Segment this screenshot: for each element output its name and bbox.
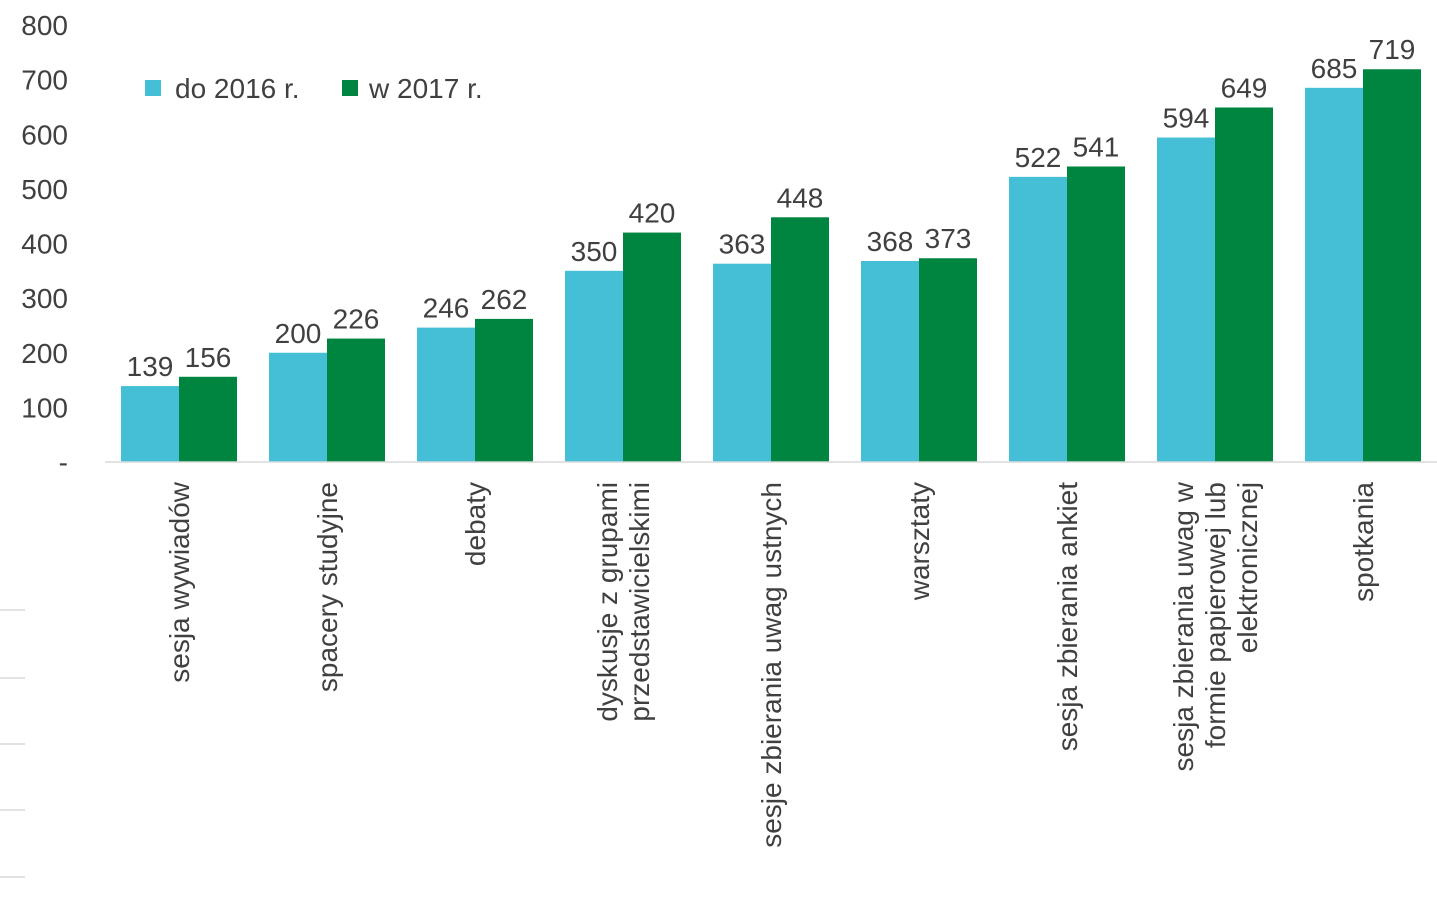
data-label: 373 bbox=[925, 223, 972, 254]
bar bbox=[771, 217, 829, 462]
data-label: 719 bbox=[1369, 34, 1416, 65]
bar bbox=[121, 386, 179, 462]
x-tick-label-line: elektronicznej bbox=[1232, 482, 1263, 653]
y-tick-label: 500 bbox=[21, 174, 68, 205]
x-tick-label-line: przedstawicielskimi bbox=[624, 482, 655, 722]
bar bbox=[623, 232, 681, 462]
bar bbox=[327, 338, 385, 462]
data-labels: 139 200 246 350 363 368 522 594 685 156 226 262 420 4… bbox=[127, 34, 1416, 382]
y-tick-label: 700 bbox=[21, 65, 68, 96]
bar bbox=[475, 318, 533, 462]
legend-swatch bbox=[342, 80, 358, 96]
x-tick-label: debaty bbox=[460, 482, 491, 566]
bar bbox=[1009, 176, 1067, 463]
legend-swatch bbox=[145, 80, 161, 96]
bar bbox=[417, 327, 475, 462]
data-label: 350 bbox=[571, 236, 618, 267]
bar bbox=[565, 270, 623, 462]
data-label: 420 bbox=[629, 198, 676, 229]
data-label: 139 bbox=[127, 351, 174, 382]
data-label: 363 bbox=[719, 229, 766, 260]
bar bbox=[713, 263, 771, 462]
x-tick-label-line: sesja zbierania ankiet bbox=[1052, 482, 1083, 751]
x-tick-label: dyskusje z grupami przedstawicielskimi bbox=[592, 482, 655, 722]
x-tick-label-line: sesja wywiadów bbox=[164, 481, 195, 683]
data-label: 262 bbox=[481, 284, 528, 315]
x-tick-label-line: formie papierowej lub bbox=[1200, 482, 1231, 748]
y-tick-label: 400 bbox=[21, 229, 68, 260]
legend: do 2016 r. w 2017 r. bbox=[145, 73, 483, 104]
x-tick-label-line: sesja zbierania uwag w bbox=[1168, 481, 1199, 771]
x-tick-label: warsztaty bbox=[904, 482, 935, 601]
y-axis: - 100 200 300 400 500 600 700 800 bbox=[21, 10, 68, 478]
data-label: 448 bbox=[777, 182, 824, 213]
y-tick-label: 800 bbox=[21, 10, 68, 41]
data-label: 200 bbox=[275, 318, 322, 349]
x-tick-label: sesja zbierania ankiet bbox=[1052, 482, 1083, 751]
x-tick-label: spotkania bbox=[1348, 482, 1379, 602]
left-border-stubs bbox=[0, 609, 25, 878]
y-tick-label: 100 bbox=[21, 392, 68, 423]
bar bbox=[1067, 166, 1125, 462]
data-label: 541 bbox=[1073, 131, 1120, 162]
data-label: 649 bbox=[1221, 72, 1268, 103]
bar bbox=[1215, 107, 1273, 462]
x-tick-label-line: spacery studyjne bbox=[312, 482, 343, 692]
data-label: 685 bbox=[1311, 53, 1358, 84]
data-label: 522 bbox=[1015, 142, 1062, 173]
bar bbox=[1363, 69, 1421, 462]
bar bbox=[1305, 87, 1363, 462]
bar bbox=[179, 376, 237, 462]
bar bbox=[269, 352, 327, 462]
bar bbox=[1157, 137, 1215, 462]
bar bbox=[919, 258, 977, 462]
x-tick-label-line: warsztaty bbox=[904, 482, 935, 601]
x-tick-label-line: dyskusje z grupami bbox=[592, 482, 623, 722]
legend-label: do 2016 r. bbox=[175, 73, 300, 104]
x-tick-label: sesja wywiadów bbox=[164, 481, 195, 683]
y-tick-label: 600 bbox=[21, 119, 68, 150]
bar bbox=[861, 260, 919, 462]
data-label: 594 bbox=[1163, 103, 1210, 134]
x-tick-label-line: debaty bbox=[460, 482, 491, 566]
y-tick-label: - bbox=[59, 447, 68, 478]
x-tick-label-line: spotkania bbox=[1348, 482, 1379, 602]
x-tick-label: sesje zbierania uwag ustnych bbox=[756, 482, 787, 848]
legend-label: w 2017 r. bbox=[368, 73, 483, 104]
x-tick-label-line: sesje zbierania uwag ustnych bbox=[756, 482, 787, 848]
data-label: 246 bbox=[423, 293, 470, 324]
data-label: 156 bbox=[185, 342, 232, 373]
x-axis: sesja wywiadów spacery studyjne debaty dysk… bbox=[164, 481, 1379, 848]
y-tick-label: 300 bbox=[21, 283, 68, 314]
x-tick-label: spacery studyjne bbox=[312, 482, 343, 692]
data-label: 226 bbox=[333, 304, 380, 335]
data-label: 368 bbox=[867, 226, 914, 257]
x-tick-label: sesja zbierania uwag w formie papierowej … bbox=[1168, 481, 1263, 771]
bars bbox=[121, 69, 1421, 463]
y-tick-label: 200 bbox=[21, 338, 68, 369]
